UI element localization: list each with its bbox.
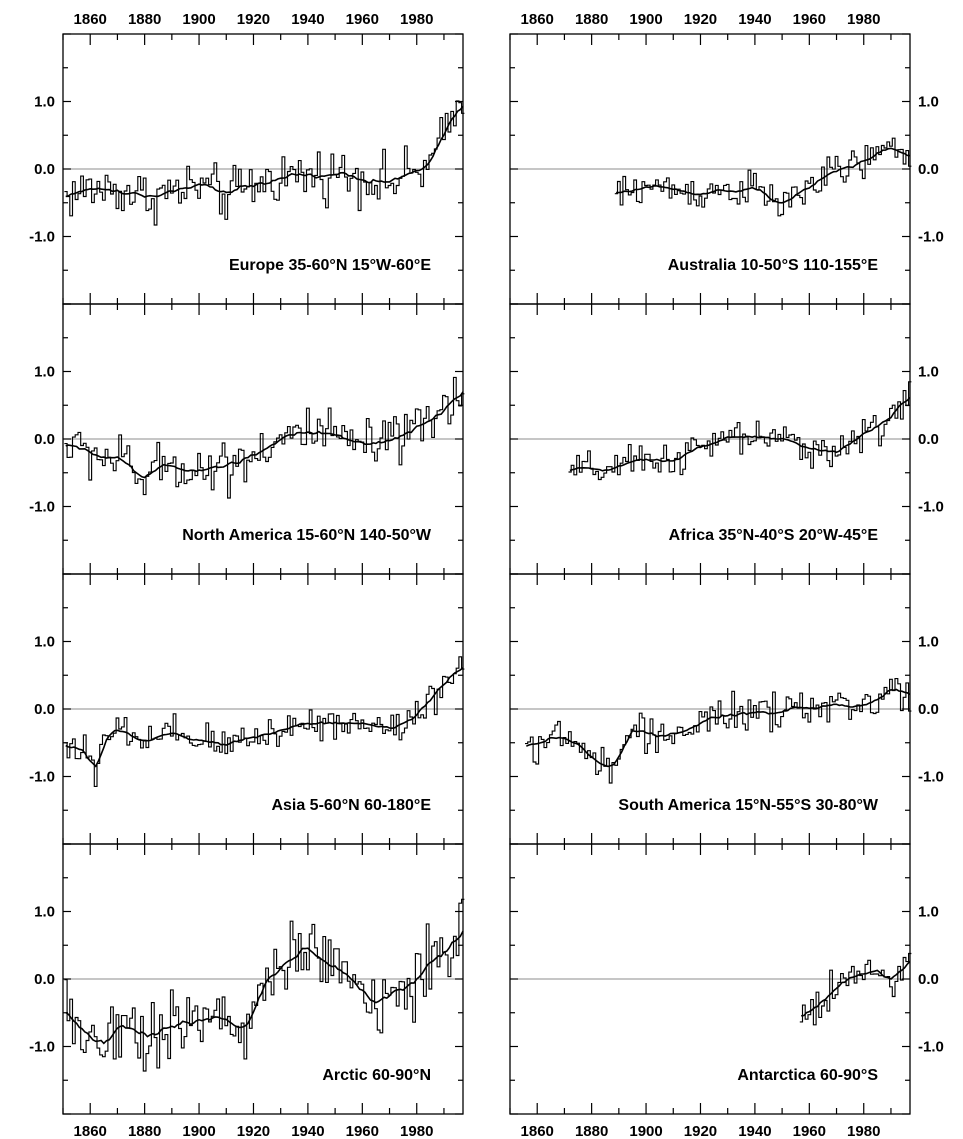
panel-8-x-tick-label: 1860 (521, 1123, 554, 1139)
panel-7-x-tick-label: 1980 (400, 1123, 433, 1139)
panel-4-y-tick-label: -1.0 (918, 499, 944, 516)
panel-7-annual-series (64, 898, 465, 1072)
panel-7-smoothed-series (65, 930, 464, 1045)
panel-5-y-tick-label: 0.0 (34, 701, 55, 718)
panel-2-x-tick-label: 1860 (521, 11, 554, 28)
panel-2-smoothed-series (616, 147, 911, 204)
panel-1-y-tick-label: 0.0 (34, 161, 55, 178)
panel-8-x-tick-label: 1880 (575, 1123, 608, 1139)
panel-8-y-tick-label: 0.0 (918, 971, 939, 988)
panel-8-region-title: Antarctica 60-90°S (737, 1067, 878, 1084)
panel-1-x-tick-label: 1880 (128, 11, 161, 28)
panel-4-y-tick-label: 1.0 (918, 364, 939, 381)
panel-1-smoothed-series (65, 105, 464, 198)
panel-3-annual-series (64, 376, 465, 499)
panel-6-y-tick-label: 0.0 (918, 701, 939, 718)
panel-7-region-title: Arctic 60-90°N (322, 1067, 431, 1084)
panel-7-x-tick-label: 1880 (128, 1123, 161, 1139)
panel-8-x-tick-label: 1900 (629, 1123, 662, 1139)
panel-8-annual-series (799, 952, 912, 1026)
panel-1-x-tick-label: 1860 (74, 11, 107, 28)
panel-1-x-tick-label: 1900 (182, 11, 215, 28)
panel-1-x-tick-label: 1920 (237, 11, 270, 28)
panel-4-smoothed-series (569, 396, 911, 472)
panel-1-y-tick-label: -1.0 (29, 229, 55, 246)
panel-7-x-tick-label: 1900 (182, 1123, 215, 1139)
panel-3-smoothed-series (65, 391, 464, 479)
panel-7-x-tick-label: 1940 (291, 1123, 324, 1139)
panel-3-region-title: North America 15-60°N 140-50°W (182, 527, 432, 544)
panel-7-y-tick-label: -1.0 (29, 1039, 55, 1056)
panel-1-x-tick-label: 1940 (291, 11, 324, 28)
panel-1-annual-series (64, 100, 465, 226)
panel-2-region-title: Australia 10-50°S 110-155°E (668, 257, 879, 274)
panel-3-y-tick-label: 1.0 (34, 364, 55, 381)
panel-5-region-title: Asia 5-60°N 60-180°E (271, 797, 431, 814)
panel-8-y-tick-label: -1.0 (918, 1039, 944, 1056)
panel-6-region-title: South America 15°N-55°S 30-80°W (618, 797, 878, 814)
panel-7-y-tick-label: 0.0 (34, 971, 55, 988)
panel-8-y-tick-label: 1.0 (918, 904, 939, 921)
panel-1-region-title: Europe 35-60°N 15°W-60°E (229, 257, 431, 274)
panel-2-x-tick-label: 1940 (738, 11, 771, 28)
panel-1-y-tick-label: 1.0 (34, 94, 55, 111)
panel-4-annual-series (568, 381, 912, 481)
panel-3-y-tick-label: 0.0 (34, 431, 55, 448)
panel-6-y-tick-label: 1.0 (918, 634, 939, 651)
panel-6-y-tick-label: -1.0 (918, 769, 944, 786)
panel-1-x-tick-label: 1980 (400, 11, 433, 28)
panel-6-smoothed-series (525, 688, 911, 768)
panel-8-x-tick-label: 1980 (847, 1123, 880, 1139)
panel-8-smoothed-series (801, 960, 911, 1017)
panel-5-y-tick-label: 1.0 (34, 634, 55, 651)
panel-2-x-tick-label: 1920 (684, 11, 717, 28)
panel-2-y-tick-label: -1.0 (918, 229, 944, 246)
panel-5-y-tick-label: -1.0 (29, 769, 55, 786)
panel-2-x-tick-label: 1960 (793, 11, 826, 28)
panel-8-x-tick-label: 1960 (793, 1123, 826, 1139)
panel-8-x-tick-label: 1920 (684, 1123, 717, 1139)
panel-7-x-tick-label: 1920 (237, 1123, 270, 1139)
panel-7-x-tick-label: 1960 (346, 1123, 379, 1139)
panel-6-annual-series (525, 678, 912, 784)
panel-8-x-tick-label: 1940 (738, 1123, 771, 1139)
panel-3-y-tick-label: -1.0 (29, 499, 55, 516)
panel-2-y-tick-label: 1.0 (918, 94, 939, 111)
panel-2-annual-series (614, 137, 912, 217)
panel-2-x-tick-label: 1980 (847, 11, 880, 28)
panel-4-region-title: Africa 35°N-40°S 20°W-45°E (669, 527, 879, 544)
panel-5-smoothed-series (65, 667, 464, 768)
panel-7-x-tick-label: 1860 (74, 1123, 107, 1139)
panel-1-x-tick-label: 1960 (346, 11, 379, 28)
panel-4-y-tick-label: 0.0 (918, 431, 939, 448)
panel-5-annual-series (64, 656, 465, 787)
panel-2-y-tick-label: 0.0 (918, 161, 939, 178)
panel-2-x-tick-label: 1880 (575, 11, 608, 28)
panel-2-x-tick-label: 1900 (629, 11, 662, 28)
panel-7-y-tick-label: 1.0 (34, 904, 55, 921)
